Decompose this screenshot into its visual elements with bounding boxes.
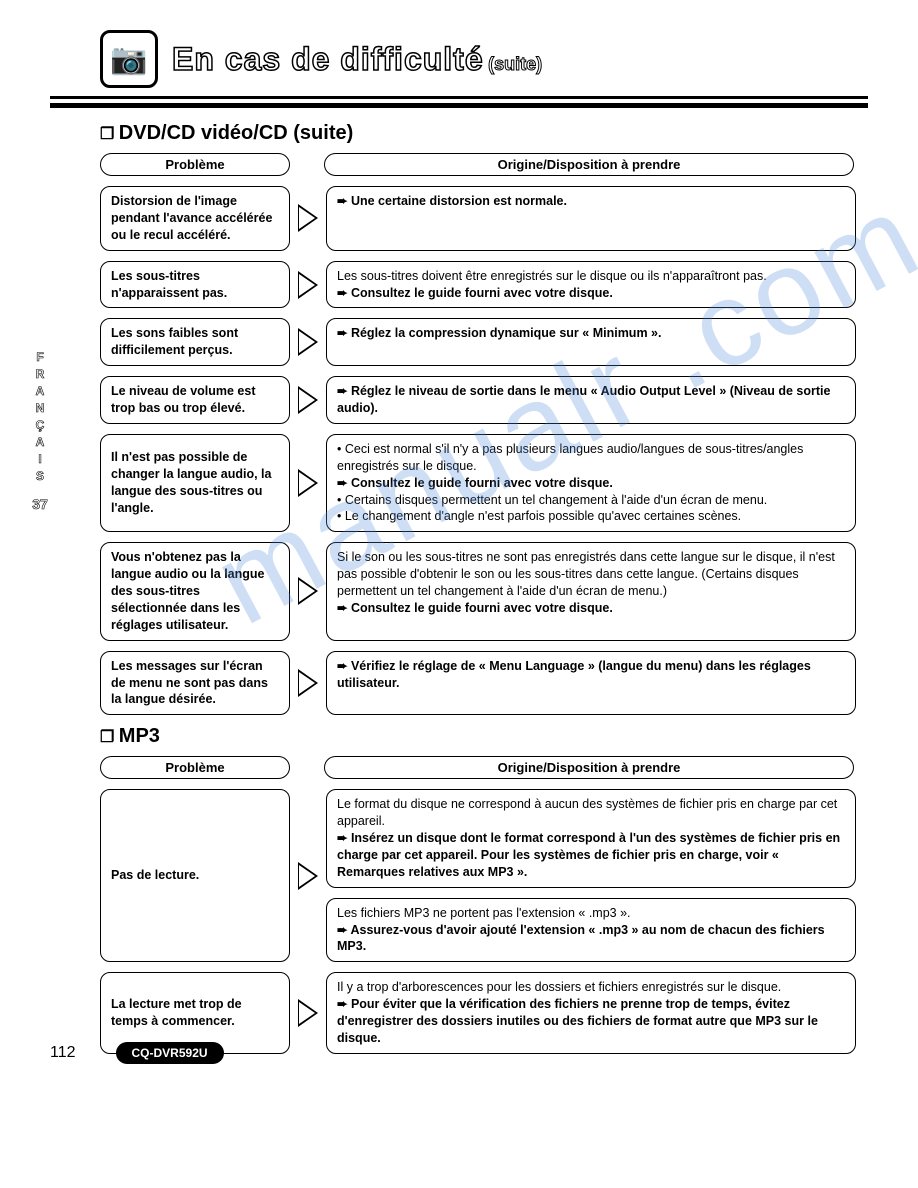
solution-line: Assurez-vous d'avoir ajouté l'extension … — [337, 922, 845, 956]
solution-line: Consultez le guide fourni avec votre dis… — [337, 285, 845, 302]
solution-box: Il y a trop d'arborescences pour les dos… — [326, 972, 856, 1054]
solution-line: Les fichiers MP3 ne portent pas l'extens… — [337, 905, 845, 922]
solution-line: Certains disques permettent un tel chang… — [337, 492, 845, 509]
arrow-icon — [298, 469, 318, 497]
arrow-icon — [298, 862, 318, 890]
solution-line: Pour éviter que la vérification des fich… — [337, 996, 845, 1047]
solution-box: Ceci est normal s'il n'y a pas plusieurs… — [326, 434, 856, 532]
title-text: En cas de difficulté — [172, 41, 484, 77]
solution-box: Réglez le niveau de sortie dans le menu … — [326, 376, 856, 424]
solution-line: Une certaine distorsion est normale. — [337, 193, 845, 210]
solution-box: Si le son ou les sous-titres ne sont pas… — [326, 542, 856, 640]
side-tab-page: 37 — [20, 496, 60, 512]
table-row: Le niveau de volume est trop bas ou trop… — [100, 376, 868, 424]
problem-box: Les sous-titres n'apparaissent pas. — [100, 261, 290, 309]
table-row: Il n'est pas possible de changer la lang… — [100, 434, 868, 532]
solution-box: Vérifiez le réglage de « Menu Language »… — [326, 651, 856, 716]
side-tab: FRANÇAIS 37 — [20, 350, 60, 512]
page: 📷 En cas de difficulté (suite) manualr .… — [0, 0, 918, 1084]
solution-line: Vérifiez le réglage de « Menu Language »… — [337, 658, 845, 692]
col-problem: Problème — [100, 756, 290, 779]
footer: 112 CQ-DVR592U — [50, 1042, 224, 1064]
solution-line: Le format du disque ne correspond à aucu… — [337, 796, 845, 830]
problem-box: Distorsion de l'image pendant l'avance a… — [100, 186, 290, 251]
solution-line: Consultez le guide fourni avec votre dis… — [337, 600, 845, 617]
solution-line: Si le son ou les sous-titres ne sont pas… — [337, 549, 845, 600]
solution-line: Réglez la compression dynamique sur « Mi… — [337, 325, 845, 342]
problem-box: Pas de lecture. — [100, 789, 290, 962]
solution-line: Ceci est normal s'il n'y a pas plusieurs… — [337, 441, 845, 475]
section-title: DVD/CD vidéo/CD (suite) — [100, 122, 868, 145]
table-row: Les sous-titres n'apparaissent pas. Les s… — [100, 261, 868, 309]
table-row: Vous n'obtenez pas la langue audio ou la… — [100, 542, 868, 640]
arrow-icon — [298, 577, 318, 605]
page-number: 112 — [50, 1044, 76, 1062]
column-headers: Problème Origine/Disposition à prendre — [100, 153, 868, 176]
problem-box: Le niveau de volume est trop bas ou trop… — [100, 376, 290, 424]
column-headers: Problème Origine/Disposition à prendre — [100, 756, 868, 779]
solution-box: Réglez la compression dynamique sur « Mi… — [326, 318, 856, 366]
solution-line: Réglez le niveau de sortie dans le menu … — [337, 383, 845, 417]
table-row: Les messages sur l'écran de menu ne sont… — [100, 651, 868, 716]
col-solution: Origine/Disposition à prendre — [324, 756, 854, 779]
table-row: Pas de lecture. Le format du disque ne co… — [100, 789, 868, 962]
arrow-icon — [298, 999, 318, 1027]
title-suite: (suite) — [488, 54, 542, 74]
solution-box: Une certaine distorsion est normale. — [326, 186, 856, 251]
side-tab-lang: FRANÇAIS — [33, 350, 47, 486]
solution-box: Les fichiers MP3 ne portent pas l'extens… — [326, 898, 856, 963]
table-row: Distorsion de l'image pendant l'avance a… — [100, 186, 868, 251]
solution-group: Le format du disque ne correspond à aucu… — [326, 789, 856, 962]
table-row: Les sons faibles sont difficilement perç… — [100, 318, 868, 366]
solution-line: Insérez un disque dont le format corresp… — [337, 830, 845, 881]
arrow-icon — [298, 271, 318, 299]
model-badge: CQ-DVR592U — [116, 1042, 224, 1064]
arrow-icon — [298, 669, 318, 697]
arrow-icon — [298, 328, 318, 356]
divider — [50, 96, 868, 108]
page-title: En cas de difficulté (suite) — [172, 41, 542, 78]
arrow-icon — [298, 204, 318, 232]
arrow-icon — [298, 386, 318, 414]
col-problem: Problème — [100, 153, 290, 176]
solution-box: Les sous-titres doivent être enregistrés… — [326, 261, 856, 309]
problem-box: Il n'est pas possible de changer la lang… — [100, 434, 290, 532]
problem-box: Vous n'obtenez pas la langue audio ou la… — [100, 542, 290, 640]
solution-line: Le changement d'angle n'est parfois poss… — [337, 508, 845, 525]
camera-icon: 📷 — [100, 30, 158, 88]
col-solution: Origine/Disposition à prendre — [324, 153, 854, 176]
solution-line: Il y a trop d'arborescences pour les dos… — [337, 979, 845, 996]
section-title: MP3 — [100, 725, 868, 748]
problem-box: Les sons faibles sont difficilement perç… — [100, 318, 290, 366]
solution-box: Le format du disque ne correspond à aucu… — [326, 789, 856, 887]
solution-line: Consultez le guide fourni avec votre dis… — [337, 475, 845, 492]
header: 📷 En cas de difficulté (suite) — [100, 30, 868, 88]
solution-line: Les sous-titres doivent être enregistrés… — [337, 268, 845, 285]
problem-box: Les messages sur l'écran de menu ne sont… — [100, 651, 290, 716]
